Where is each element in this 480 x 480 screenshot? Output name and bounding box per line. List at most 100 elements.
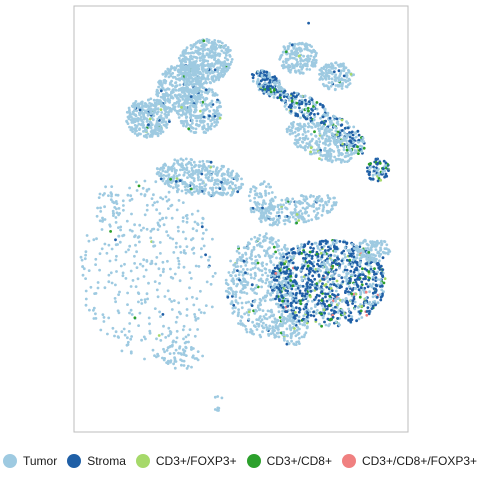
cell-point [219, 63, 223, 67]
cell-point [265, 328, 269, 332]
cell-point [330, 274, 333, 278]
cell-point [277, 280, 281, 284]
cell-point [376, 278, 379, 281]
cell-point [336, 120, 340, 123]
cell-point [369, 270, 373, 273]
cell-point [381, 274, 384, 277]
cell-point [290, 287, 294, 291]
cell-point [289, 335, 293, 338]
cell-point [225, 58, 229, 61]
cell-point [327, 199, 331, 203]
cell-point [168, 297, 172, 301]
cell-point [236, 301, 240, 305]
cell-point [226, 191, 230, 195]
cell-point [216, 70, 219, 74]
cell-point [379, 281, 383, 285]
cell-point [305, 295, 309, 299]
cell-point [340, 152, 343, 155]
cell-point [265, 70, 268, 74]
cell-point [327, 303, 331, 307]
cell-point [138, 108, 142, 112]
cell-point [349, 317, 353, 321]
cell-point [315, 141, 318, 145]
cell-point [239, 319, 243, 323]
cell-point [178, 179, 182, 183]
cell-point [305, 302, 309, 306]
cell-point [298, 54, 301, 58]
cell-point [113, 297, 117, 300]
cell-point [330, 148, 334, 152]
cell-point [325, 285, 329, 289]
cell-point [227, 48, 231, 52]
cell-point [247, 317, 251, 321]
cell-point [326, 259, 329, 263]
cell-point [277, 88, 281, 91]
cell-point [155, 90, 159, 94]
cell-point [176, 73, 180, 77]
cell-point [320, 197, 324, 201]
cell-point [259, 299, 263, 302]
cell-point [264, 191, 267, 195]
cell-point [234, 274, 238, 278]
cell-point [277, 305, 281, 309]
cell-point [260, 285, 263, 289]
cell-point [306, 274, 310, 278]
cell-point [244, 301, 248, 305]
cell-point [293, 50, 297, 54]
cell-point [293, 327, 296, 330]
cell-point [183, 185, 187, 189]
cell-point [300, 100, 304, 104]
cell-point [313, 113, 316, 116]
cell-point [177, 70, 180, 73]
cell-point [322, 239, 325, 243]
cell-point [258, 268, 262, 272]
cell-point [300, 275, 303, 279]
cell-point [258, 207, 262, 211]
cell-point [308, 286, 312, 289]
cell-point [358, 263, 362, 266]
cell-point [268, 282, 272, 286]
cell-point [342, 249, 346, 253]
cell-point [294, 306, 298, 310]
cell-point [313, 64, 317, 68]
cell-point [312, 195, 315, 198]
cell-point [294, 143, 298, 146]
cell-point [229, 193, 233, 197]
cell-point [317, 137, 321, 141]
cell-point [253, 189, 257, 193]
cell-point [209, 63, 213, 67]
cell-point [206, 67, 210, 71]
cell-point [337, 257, 340, 261]
cell-point [186, 51, 190, 55]
cell-point [342, 145, 346, 149]
cell-point [345, 277, 349, 281]
cell-point [159, 114, 163, 118]
cell-point [235, 172, 239, 176]
cell-point [194, 72, 198, 76]
cell-point [328, 318, 332, 322]
cell-point [333, 254, 336, 258]
cell-point [201, 70, 205, 73]
cell-point [293, 53, 297, 57]
cell-point [115, 270, 118, 273]
cell-point [323, 128, 327, 132]
cell-point [172, 174, 176, 178]
cell-point [343, 79, 347, 82]
cell-point [325, 209, 329, 213]
cell-point [165, 179, 168, 183]
cell-point [348, 279, 351, 283]
cell-point [261, 206, 264, 210]
cell-point [95, 237, 98, 241]
cell-point [200, 90, 204, 94]
cell-point [363, 238, 367, 242]
cell-point [317, 286, 321, 290]
cell-point [172, 179, 175, 183]
cell-point [293, 203, 297, 207]
cell-point [255, 208, 258, 212]
cell-point [293, 105, 296, 109]
cell-point [159, 252, 162, 255]
cell-point [180, 189, 184, 193]
cell-point [306, 137, 310, 141]
cell-point [197, 178, 200, 182]
cell-point [324, 283, 328, 286]
